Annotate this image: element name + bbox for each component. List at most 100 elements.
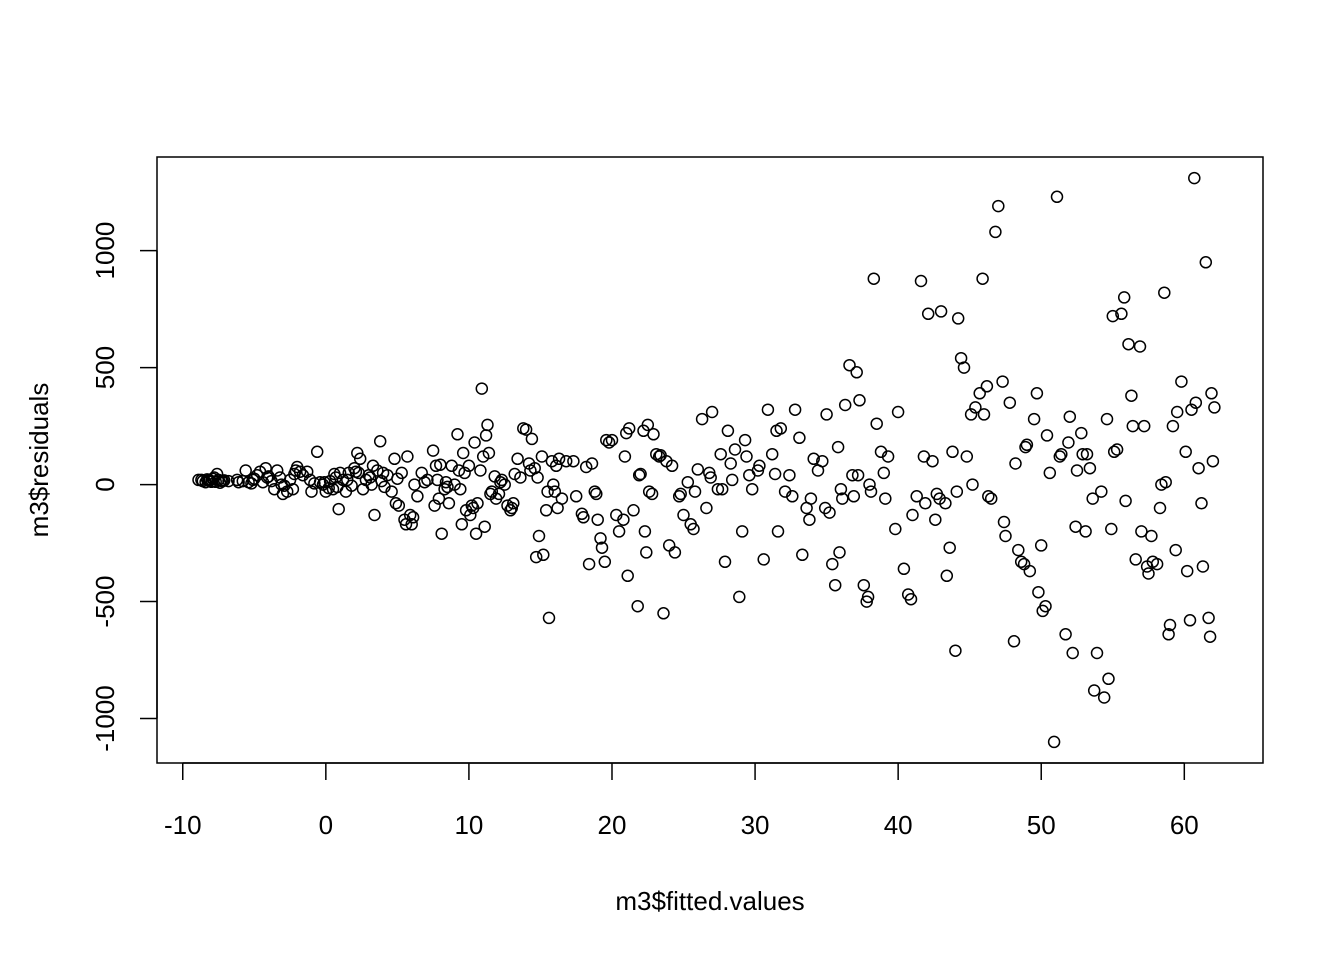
data-point xyxy=(700,501,713,515)
data-point xyxy=(1170,405,1184,419)
data-point xyxy=(468,436,481,449)
data-point xyxy=(695,412,709,426)
data-point xyxy=(891,405,905,419)
data-point xyxy=(305,485,318,498)
data-point xyxy=(549,459,563,473)
data-point xyxy=(753,459,766,473)
data-point xyxy=(376,466,390,480)
data-point xyxy=(308,477,321,490)
data-point xyxy=(846,468,859,482)
data-point xyxy=(820,408,833,421)
data-point xyxy=(275,478,288,491)
data-point xyxy=(847,490,861,503)
data-point xyxy=(904,592,918,606)
data-point xyxy=(786,490,799,503)
data-point xyxy=(318,475,331,489)
x-tick-label: -10 xyxy=(164,810,202,840)
data-point xyxy=(1126,419,1140,433)
data-point xyxy=(1059,628,1072,641)
data-point xyxy=(469,527,483,540)
data-point xyxy=(973,387,986,400)
data-point xyxy=(541,485,554,498)
data-point xyxy=(551,501,564,515)
data-point xyxy=(303,473,317,487)
data-point xyxy=(718,555,732,569)
data-point xyxy=(405,518,418,531)
data-point xyxy=(428,499,441,512)
data-point xyxy=(1153,501,1167,515)
data-point xyxy=(999,529,1012,543)
data-point xyxy=(1023,564,1037,578)
data-point xyxy=(826,557,839,571)
data-point xyxy=(431,473,444,487)
data-point xyxy=(1009,457,1022,470)
data-point xyxy=(1203,630,1217,643)
data-point xyxy=(910,490,923,503)
data-point xyxy=(1105,522,1118,536)
data-point xyxy=(600,433,613,447)
data-point xyxy=(740,450,753,463)
data-point xyxy=(588,485,602,498)
plot-frame xyxy=(156,156,1264,764)
data-point xyxy=(1125,389,1138,402)
data-point xyxy=(535,450,549,463)
data-point xyxy=(889,522,902,536)
data-point xyxy=(857,578,871,592)
data-point xyxy=(1087,684,1101,697)
data-point xyxy=(1135,525,1148,538)
data-point xyxy=(989,225,1002,239)
data-point xyxy=(761,403,775,416)
data-point xyxy=(1079,525,1092,538)
data-point xyxy=(705,405,719,419)
data-point xyxy=(1055,447,1068,461)
data-point xyxy=(642,485,656,498)
data-point xyxy=(711,482,725,496)
data-point xyxy=(1039,599,1052,613)
data-point xyxy=(464,508,477,522)
x-tick-label: 30 xyxy=(741,810,770,840)
data-point xyxy=(435,527,448,540)
data-point xyxy=(1070,464,1084,477)
data-point xyxy=(966,478,979,491)
data-point xyxy=(531,471,544,484)
data-point xyxy=(1020,438,1034,452)
data-point xyxy=(332,502,345,516)
data-point xyxy=(828,578,842,592)
data-point xyxy=(475,382,489,395)
data-point xyxy=(598,555,612,569)
x-tick-label: 50 xyxy=(1027,810,1056,840)
data-point xyxy=(353,452,367,466)
data-point xyxy=(641,418,655,432)
data-point xyxy=(426,444,440,457)
data-point xyxy=(1129,553,1142,566)
data-point xyxy=(1017,557,1031,571)
data-point xyxy=(569,490,583,503)
data-point xyxy=(452,464,466,477)
data-point xyxy=(1162,628,1175,641)
data-point xyxy=(1142,567,1155,580)
data-point xyxy=(677,508,690,522)
data-point xyxy=(757,553,770,566)
data-point xyxy=(1095,485,1108,498)
data-point xyxy=(612,525,626,538)
data-point xyxy=(1043,466,1057,480)
data-point xyxy=(1206,454,1220,468)
data-point xyxy=(406,511,420,524)
data-point xyxy=(1202,611,1215,625)
data-point xyxy=(441,480,454,494)
data-point xyxy=(714,447,727,461)
data-point xyxy=(617,513,630,526)
data-point xyxy=(864,485,878,498)
data-point xyxy=(403,508,417,522)
data-point xyxy=(691,463,705,476)
data-point xyxy=(270,464,284,477)
data-point xyxy=(481,418,494,432)
data-point xyxy=(605,433,619,447)
data-point xyxy=(721,424,735,438)
data-point xyxy=(946,445,959,459)
data-point xyxy=(1106,309,1120,323)
data-point xyxy=(662,539,676,552)
data-point xyxy=(982,490,995,503)
data-point xyxy=(1080,447,1094,461)
